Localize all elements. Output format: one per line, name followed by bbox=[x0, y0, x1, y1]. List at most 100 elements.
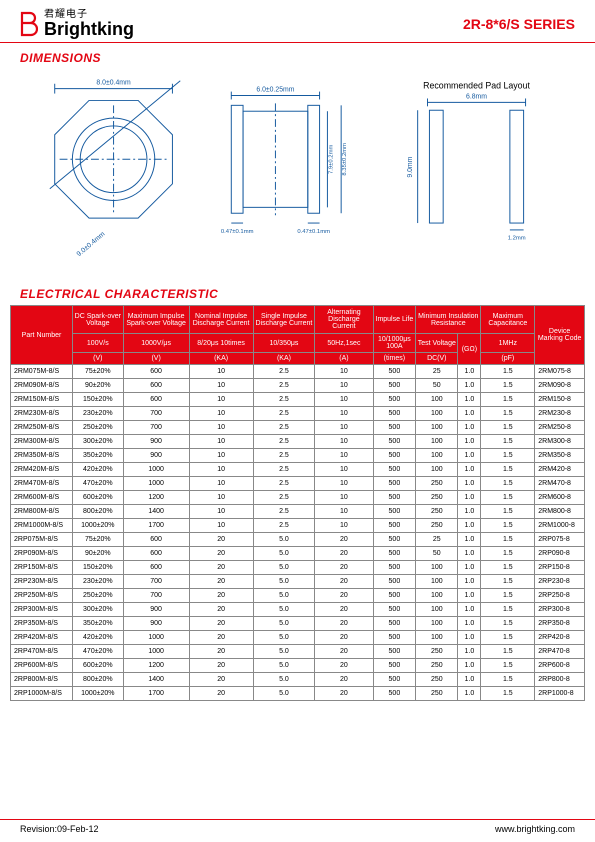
table-cell: 1.0 bbox=[458, 603, 481, 617]
table-body: 2RM075M-8/S75±20%600102.510500251.01.52R… bbox=[11, 365, 585, 701]
table-cell: 2.5 bbox=[253, 393, 315, 407]
table-cell: 1.0 bbox=[458, 687, 481, 701]
svg-text:Recommended Pad Layout: Recommended Pad Layout bbox=[423, 81, 530, 91]
table-cell: 20 bbox=[189, 617, 253, 631]
table-cell: 2RP150-8 bbox=[535, 561, 585, 575]
table-cell: 20 bbox=[189, 589, 253, 603]
table-row: 2RM470M-8/S470±20%1000102.5105002501.01.… bbox=[11, 477, 585, 491]
table-cell: 5.0 bbox=[253, 673, 315, 687]
table-cell: 100 bbox=[416, 575, 458, 589]
table-row: 2RP470M-8/S470±20%1000205.0205002501.01.… bbox=[11, 645, 585, 659]
table-row: 2RM800M-8/S800±20%1400102.5105002501.01.… bbox=[11, 505, 585, 519]
table-cell: 100 bbox=[416, 631, 458, 645]
table-cell: 2.5 bbox=[253, 407, 315, 421]
th-unit-dcv: DC(V) bbox=[416, 353, 458, 365]
table-cell: 2RP350M-8/S bbox=[11, 617, 73, 631]
table-cell: 5.0 bbox=[253, 575, 315, 589]
table-cell: 2RM800-8 bbox=[535, 505, 585, 519]
table-cell: 2RM420-8 bbox=[535, 463, 585, 477]
th-sub-gohm: (GΩ) bbox=[458, 334, 481, 365]
table-row: 2RM300M-8/S300±20%900102.5105001001.01.5… bbox=[11, 435, 585, 449]
table-cell: 500 bbox=[373, 477, 416, 491]
table-cell: 50 bbox=[416, 547, 458, 561]
table-cell: 100 bbox=[416, 393, 458, 407]
table-cell: 10 bbox=[189, 365, 253, 379]
series-title: 2R-8*6/S SERIES bbox=[463, 16, 575, 32]
svg-text:8.0±0.4mm: 8.0±0.4mm bbox=[96, 80, 131, 87]
footer-url: www.brightking.com bbox=[495, 824, 575, 834]
table-cell: 1.5 bbox=[481, 407, 535, 421]
table-cell: 500 bbox=[373, 421, 416, 435]
svg-text:8.35±0.2mm: 8.35±0.2mm bbox=[342, 143, 348, 176]
table-cell: 5.0 bbox=[253, 659, 315, 673]
table-cell: 700 bbox=[123, 421, 189, 435]
table-cell: 800±20% bbox=[73, 505, 124, 519]
table-cell: 500 bbox=[373, 659, 416, 673]
table-cell: 2RP600-8 bbox=[535, 659, 585, 673]
table-cell: 1.5 bbox=[481, 449, 535, 463]
table-cell: 2RM090-8 bbox=[535, 379, 585, 393]
table-cell: 600 bbox=[123, 561, 189, 575]
table-cell: 100 bbox=[416, 561, 458, 575]
table-cell: 420±20% bbox=[73, 463, 124, 477]
table-cell: 2RP090M-8/S bbox=[11, 547, 73, 561]
th-dc-sparkover: DC Spark-over Voltage bbox=[73, 306, 124, 334]
svg-text:9.0±0.4mm: 9.0±0.4mm bbox=[76, 231, 107, 259]
table-cell: 1.5 bbox=[481, 603, 535, 617]
table-cell: 470±20% bbox=[73, 477, 124, 491]
table-cell: 20 bbox=[189, 659, 253, 673]
table-cell: 2RM600-8 bbox=[535, 491, 585, 505]
table-cell: 500 bbox=[373, 407, 416, 421]
table-cell: 20 bbox=[315, 673, 373, 687]
table-cell: 1.0 bbox=[458, 435, 481, 449]
table-cell: 20 bbox=[315, 645, 373, 659]
table-cell: 2RP470-8 bbox=[535, 645, 585, 659]
table-cell: 500 bbox=[373, 575, 416, 589]
table-row: 2RM075M-8/S75±20%600102.510500251.01.52R… bbox=[11, 365, 585, 379]
table-cell: 1.5 bbox=[481, 365, 535, 379]
table-cell: 1.5 bbox=[481, 631, 535, 645]
th-unit-ka2: (KA) bbox=[253, 353, 315, 365]
table-row: 2RM1000M-8/S1000±20%1700102.5105002501.0… bbox=[11, 519, 585, 533]
table-cell: 20 bbox=[189, 533, 253, 547]
th-sub-testv: Test Voltage bbox=[416, 334, 458, 353]
table-cell: 500 bbox=[373, 393, 416, 407]
table-cell: 5.0 bbox=[253, 561, 315, 575]
table-cell: 2RM090M-8/S bbox=[11, 379, 73, 393]
table-cell: 10 bbox=[189, 449, 253, 463]
table-row: 2RP800M-8/S800±20%1400205.0205002501.01.… bbox=[11, 673, 585, 687]
dimensions-heading: DIMENSIONS bbox=[0, 43, 595, 69]
table-cell: 20 bbox=[189, 561, 253, 575]
page-footer: Revision:09-Feb-12 www.brightking.com bbox=[0, 819, 595, 834]
th-nominal-discharge: Nominal Impulse Discharge Current bbox=[189, 306, 253, 334]
table-cell: 10 bbox=[315, 393, 373, 407]
table-cell: 10 bbox=[315, 491, 373, 505]
table-cell: 900 bbox=[123, 617, 189, 631]
svg-text:1.2mm: 1.2mm bbox=[508, 236, 526, 242]
table-cell: 1.0 bbox=[458, 645, 481, 659]
table-cell: 2RP090-8 bbox=[535, 547, 585, 561]
table-cell: 300±20% bbox=[73, 603, 124, 617]
table-cell: 2.5 bbox=[253, 463, 315, 477]
table-cell: 600 bbox=[123, 393, 189, 407]
table-cell: 2RM300M-8/S bbox=[11, 435, 73, 449]
table-cell: 600 bbox=[123, 547, 189, 561]
th-unit-v1: (V) bbox=[73, 353, 124, 365]
table-cell: 90±20% bbox=[73, 379, 124, 393]
table-cell: 2RP230M-8/S bbox=[11, 575, 73, 589]
table-cell: 5.0 bbox=[253, 631, 315, 645]
table-row: 2RM090M-8/S90±20%600102.510500501.01.52R… bbox=[11, 379, 585, 393]
table-cell: 20 bbox=[315, 547, 373, 561]
table-cell: 250 bbox=[416, 519, 458, 533]
table-cell: 10 bbox=[315, 519, 373, 533]
table-cell: 2.5 bbox=[253, 365, 315, 379]
th-sub-10350us: 10/350μs bbox=[253, 334, 315, 353]
table-cell: 2RP420-8 bbox=[535, 631, 585, 645]
table-cell: 2RP600M-8/S bbox=[11, 659, 73, 673]
table-cell: 500 bbox=[373, 435, 416, 449]
table-cell: 1000±20% bbox=[73, 687, 124, 701]
table-cell: 1.0 bbox=[458, 547, 481, 561]
table-cell: 1400 bbox=[123, 673, 189, 687]
table-cell: 20 bbox=[315, 659, 373, 673]
table-row: 2RM600M-8/S600±20%1200102.5105002501.01.… bbox=[11, 491, 585, 505]
